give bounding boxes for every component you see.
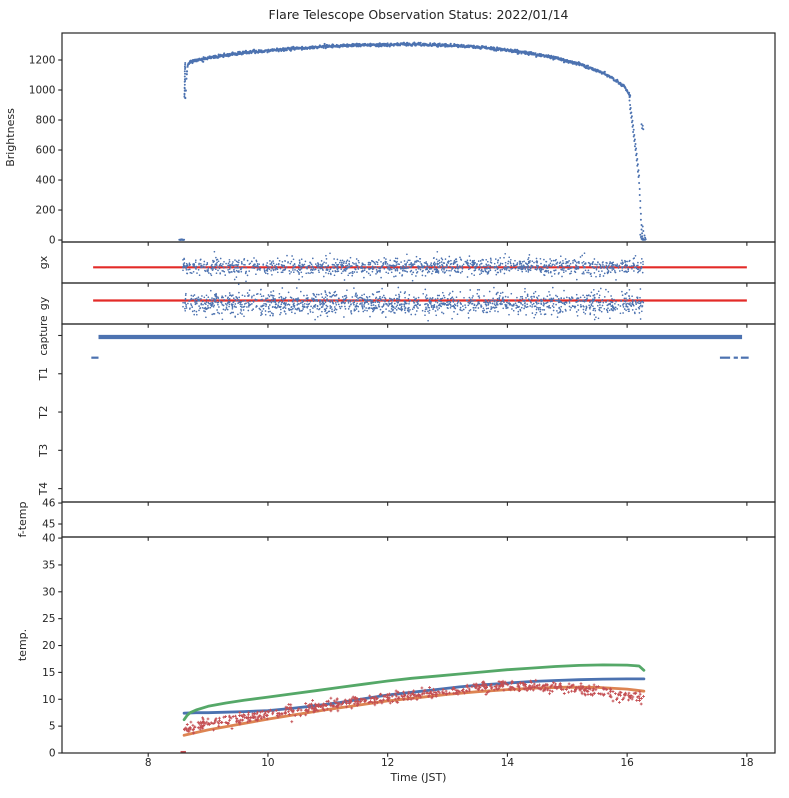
capture-ycat-label: capture [38,315,50,355]
sunrise-rise [183,62,187,98]
panel-temp-data [180,663,646,753]
brightness-ytick-label: 1000 [29,85,56,97]
temp-ytick-label: 10 [42,694,55,706]
chart-title: Flare Telescope Observation Status: 2022… [268,7,569,22]
brightness-ylabel: Brightness [4,108,17,167]
ftemp-ylabel: f-temp [16,501,29,537]
brightness-ytick-label: 0 [49,235,56,247]
x-axis-tick-label: 8 [145,757,152,769]
ftemp-ytick-label: 45 [42,519,55,531]
x-axis-tick-label: 10 [261,757,274,769]
brightness-ytick-label: 800 [35,115,55,127]
panel-ftemp-frame [61,501,776,538]
gy-ylabel: gy [37,296,50,310]
sunset-drop [628,99,647,241]
panel-brightness-frame [61,32,776,243]
temp-ylabel: temp. [16,629,29,661]
panel-capture-data [91,334,749,359]
x-axis-tick-label: 14 [501,757,515,769]
capture-ycat-label: T2 [38,405,50,419]
ftemp-ytick-label: 46 [42,498,56,510]
temp-green-line [182,663,646,722]
gx-guiding-scatter [182,250,644,283]
temp-ytick-label: 5 [49,721,56,733]
temp-ytick-label: 15 [42,667,55,679]
x-axis-tick-label: 12 [381,757,394,769]
temp-ytick-label: 40 [42,533,55,545]
x-axis-tick-label: 18 [740,757,753,769]
temp-ytick-label: 35 [42,559,55,571]
temp-ytick-label: 30 [42,586,55,598]
temp-ytick-label: 0 [49,748,56,760]
brightness-ytick-label: 200 [35,205,55,217]
brightness-ytick-label: 400 [35,175,55,187]
capture-ycat-label: T3 [38,444,50,458]
gy-guiding-scatter [182,283,645,322]
capture-ycat-label: T1 [38,367,50,381]
panel-brightness-data [178,41,647,241]
temp-red-scatter [183,678,645,735]
temp-ytick-label: 25 [42,613,55,625]
panel-temp-frame [61,536,776,754]
x-axis-tick-label: 16 [620,757,634,769]
panel-gx-data [93,250,747,283]
brightness-ytick-label: 1200 [29,55,56,67]
gx-ylabel: gx [37,255,50,269]
panel-gy-data [93,283,747,322]
x-axis-label: Time (JST) [390,771,447,784]
pre-sunrise-floor [178,238,186,241]
temp-blue-line [182,677,646,715]
brightness-ytick-label: 600 [35,145,55,157]
capture-ycat-label: T4 [38,482,50,496]
daylight-curve [184,41,632,100]
temp-ytick-label: 20 [42,640,55,652]
panel-capture-frame [61,323,776,503]
panel-gx-frame [61,241,776,284]
